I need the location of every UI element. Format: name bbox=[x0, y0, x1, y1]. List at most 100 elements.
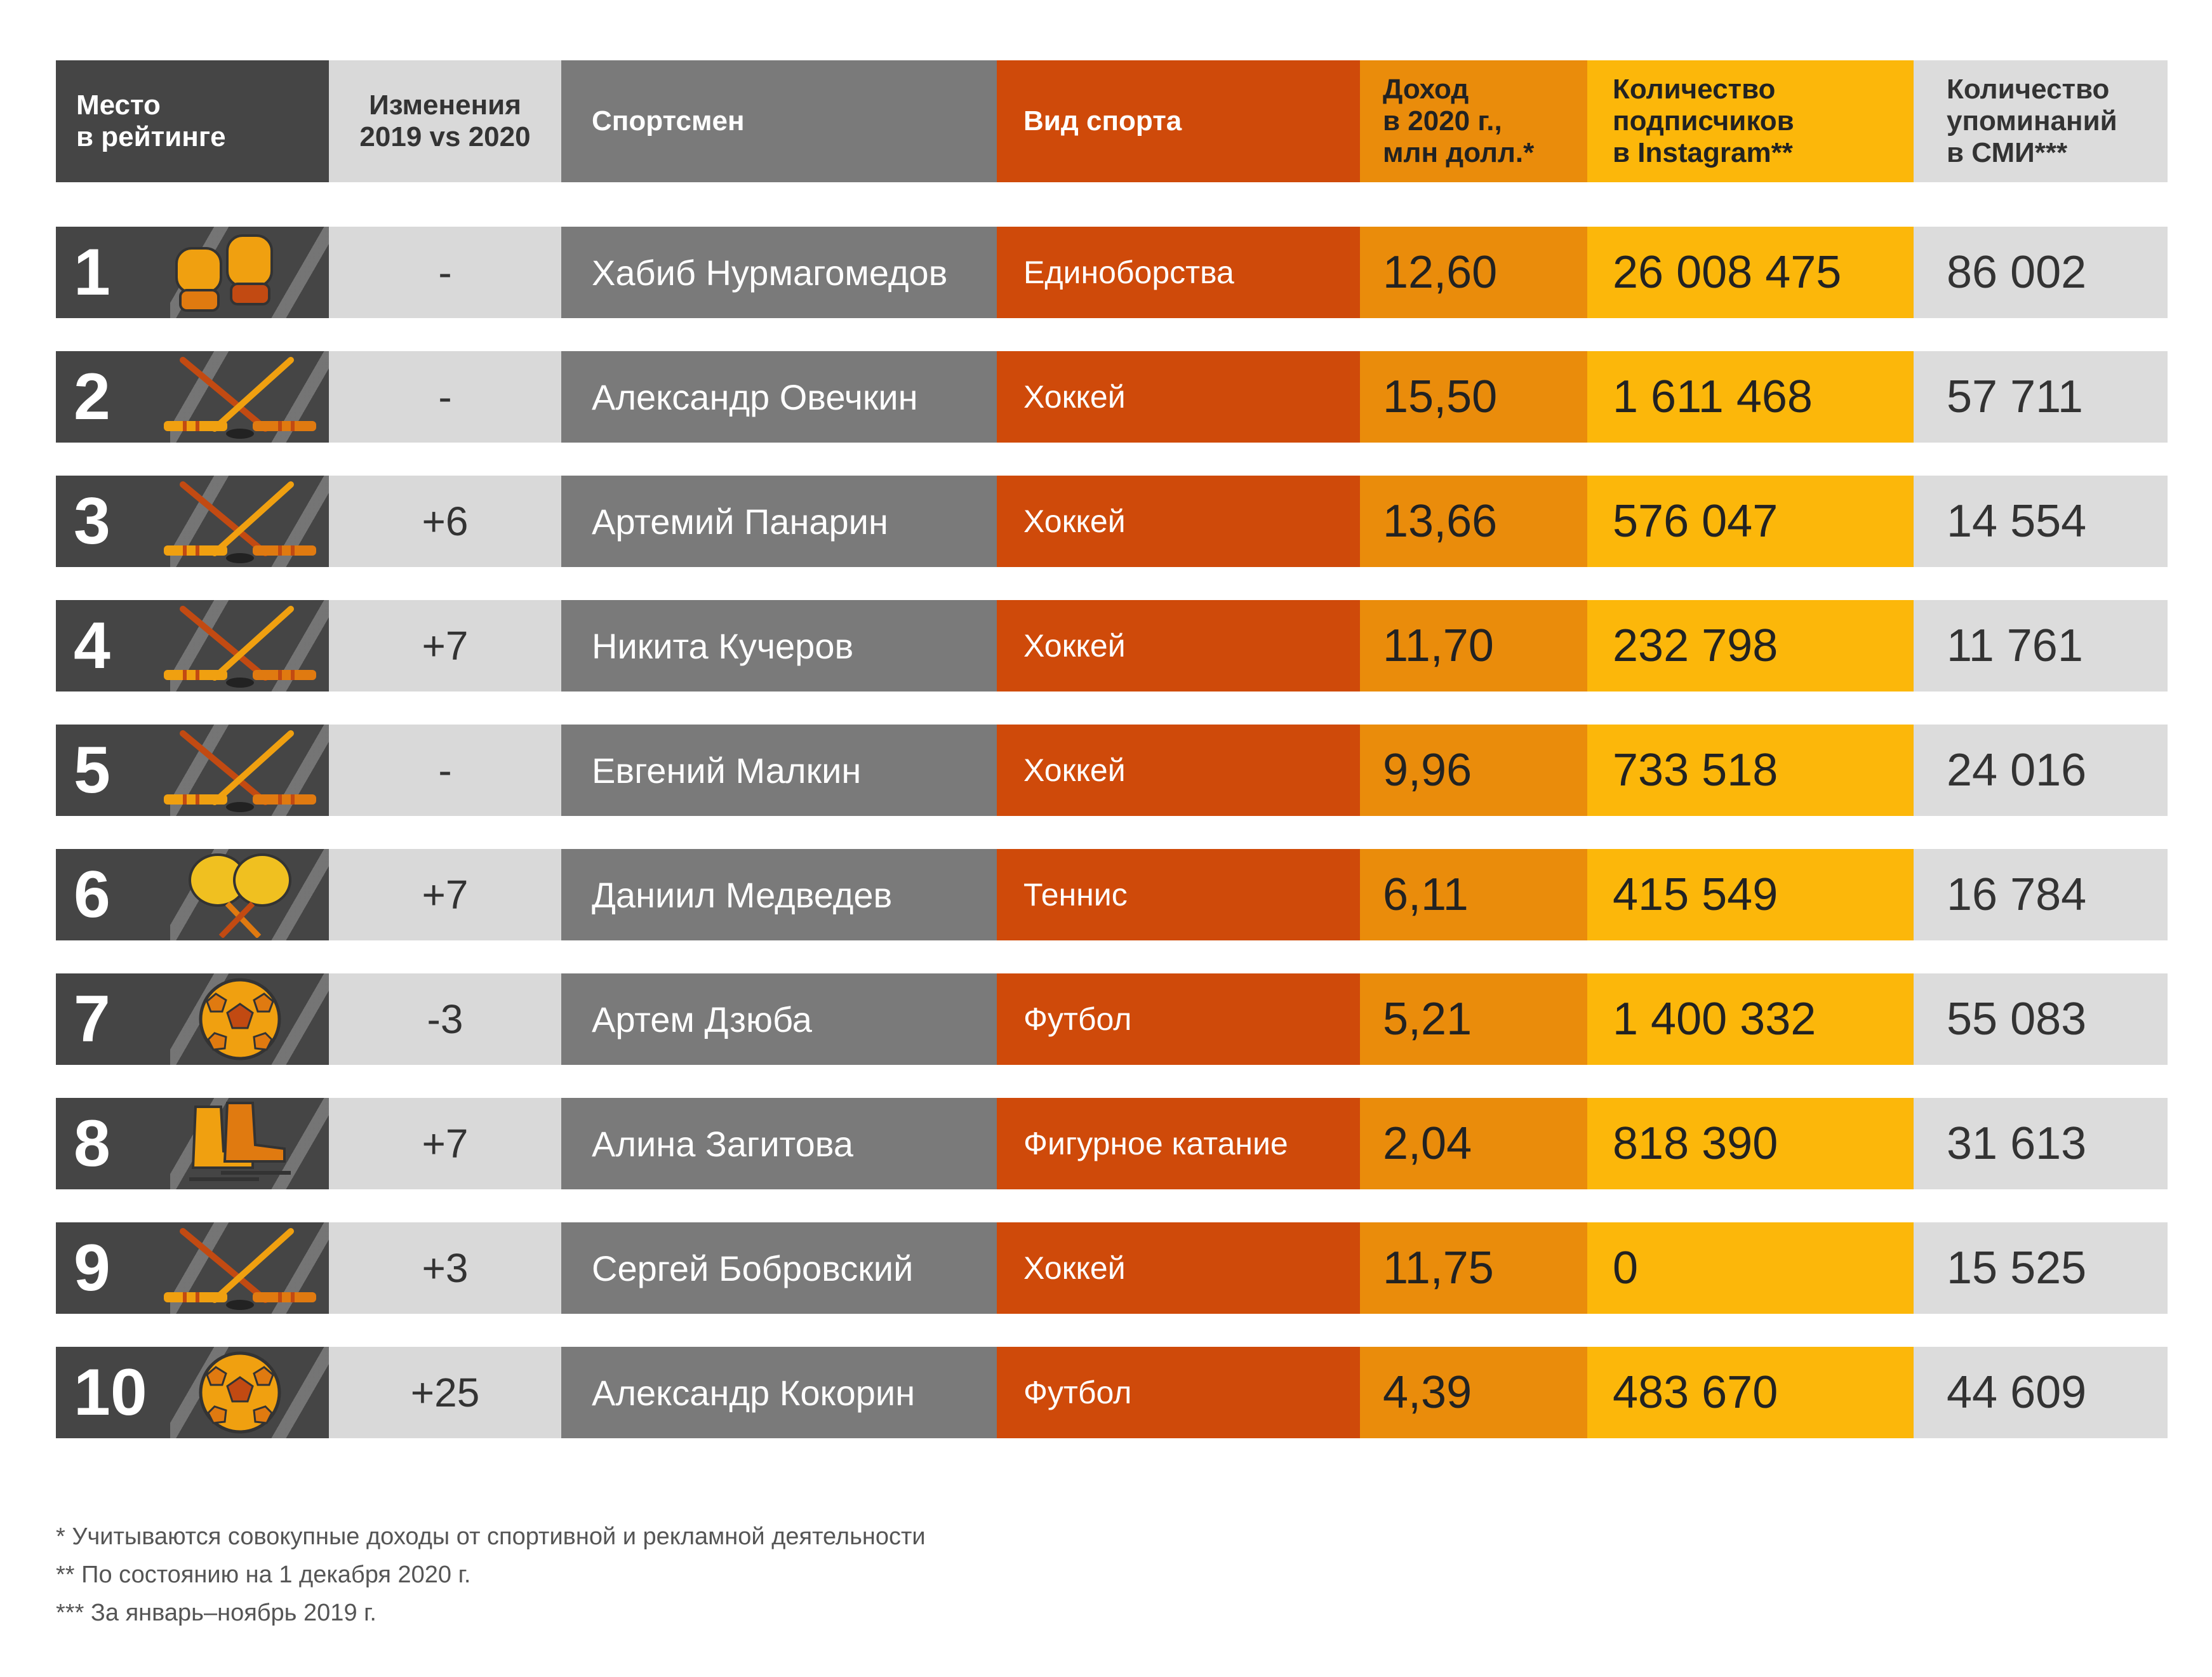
sport-cell: Хоккей bbox=[997, 600, 1360, 692]
athlete-cell: Евгений Малкин bbox=[561, 725, 997, 816]
hockey-icon bbox=[157, 727, 323, 813]
income-cell: 11,70 bbox=[1360, 600, 1587, 692]
athlete-cell: Артем Дзюба bbox=[561, 973, 997, 1065]
athlete-cell: Александр Овечкин bbox=[561, 351, 997, 443]
athlete-cell: Сергей Бобровский bbox=[561, 1222, 997, 1314]
sport-cell: Хоккей bbox=[997, 351, 1360, 443]
rank-cell: 2 bbox=[56, 351, 329, 443]
followers-cell: 818 390 bbox=[1587, 1098, 1914, 1189]
header-mentions: Количество упоминаний в СМИ*** bbox=[1914, 60, 2168, 182]
sport-cell: Фигурное катание bbox=[997, 1098, 1360, 1189]
rank-number: 4 bbox=[74, 608, 110, 683]
rank-cell: 9 bbox=[56, 1222, 329, 1314]
table-row: 4 +7 Никита Кучеров Хоккей 11,70 232 798 11 76… bbox=[56, 600, 2168, 692]
income-cell: 4,39 bbox=[1360, 1347, 1587, 1438]
rank-cell: 10 bbox=[56, 1347, 329, 1438]
rank-cell: 3 bbox=[56, 476, 329, 567]
mentions-cell: 14 554 bbox=[1914, 476, 2168, 567]
rank-number: 3 bbox=[74, 484, 110, 558]
footnote-followers: ** По состоянию на 1 декабря 2020 г. bbox=[56, 1561, 471, 1588]
sport-cell: Хоккей bbox=[997, 1222, 1360, 1314]
rank-number: 6 bbox=[74, 857, 110, 932]
followers-cell: 415 549 bbox=[1587, 849, 1914, 940]
table-row: 2 - Александр Овечкин Хоккей 15,50 1 611 468 5… bbox=[56, 351, 2168, 443]
athlete-cell: Артемий Панарин bbox=[561, 476, 997, 567]
mentions-cell: 44 609 bbox=[1914, 1347, 2168, 1438]
change-cell: - bbox=[329, 725, 561, 816]
table-row: 10 +25 Александр Кокорин Футбол 4,39 483 670 4… bbox=[56, 1347, 2168, 1438]
rank-number: 9 bbox=[74, 1231, 110, 1305]
mentions-cell: 86 002 bbox=[1914, 227, 2168, 318]
mentions-cell: 24 016 bbox=[1914, 725, 2168, 816]
mentions-cell: 31 613 bbox=[1914, 1098, 2168, 1189]
header-rank: Место в рейтинге bbox=[56, 60, 329, 182]
rank-number: 2 bbox=[74, 359, 110, 434]
rank-cell: 8 bbox=[56, 1098, 329, 1189]
change-cell: +3 bbox=[329, 1222, 561, 1314]
change-cell: +25 bbox=[329, 1347, 561, 1438]
sport-cell: Футбол bbox=[997, 1347, 1360, 1438]
followers-cell: 576 047 bbox=[1587, 476, 1914, 567]
followers-cell: 483 670 bbox=[1587, 1347, 1914, 1438]
table-row: 9 +3 Сергей Бобровский Хоккей 11,75 0 15 525 bbox=[56, 1222, 2168, 1314]
tennis-icon bbox=[157, 852, 323, 939]
header-change: Изменения 2019 vs 2020 bbox=[329, 60, 561, 182]
rank-cell: 5 bbox=[56, 725, 329, 816]
athlete-cell: Александр Кокорин bbox=[561, 1347, 997, 1438]
football-icon bbox=[157, 1349, 323, 1436]
skates-icon bbox=[157, 1100, 323, 1187]
income-cell: 11,75 bbox=[1360, 1222, 1587, 1314]
mentions-cell: 57 711 bbox=[1914, 351, 2168, 443]
income-cell: 5,21 bbox=[1360, 973, 1587, 1065]
footnote-income: * Учитываются совокупные доходы от спорт… bbox=[56, 1523, 926, 1550]
rank-cell: 7 bbox=[56, 973, 329, 1065]
followers-cell: 1 400 332 bbox=[1587, 973, 1914, 1065]
income-cell: 6,11 bbox=[1360, 849, 1587, 940]
footnotes: * Учитываются совокупные доходы от спорт… bbox=[56, 1518, 926, 1632]
ranking-table: Место в рейтинге Изменения 2019 vs 2020 … bbox=[56, 60, 2168, 1471]
sport-cell: Хоккей bbox=[997, 725, 1360, 816]
header-income: Доход в 2020 г., млн долл.* bbox=[1360, 60, 1587, 182]
rank-cell: 4 bbox=[56, 600, 329, 692]
footnote-mentions: *** За январь–ноябрь 2019 г. bbox=[56, 1600, 376, 1626]
rank-number: 1 bbox=[74, 235, 110, 309]
rank-number: 7 bbox=[74, 982, 110, 1056]
change-cell: +7 bbox=[329, 1098, 561, 1189]
header-athlete: Спортсмен bbox=[561, 60, 997, 182]
table-row: 7 -3 Артем Дзюба Футбол 5,21 1 400 332 55 083 bbox=[56, 973, 2168, 1065]
athlete-cell: Алина Загитова bbox=[561, 1098, 997, 1189]
change-cell: +7 bbox=[329, 600, 561, 692]
followers-cell: 232 798 bbox=[1587, 600, 1914, 692]
mentions-cell: 15 525 bbox=[1914, 1222, 2168, 1314]
hockey-icon bbox=[157, 478, 323, 565]
rank-cell: 6 bbox=[56, 849, 329, 940]
sport-cell: Футбол bbox=[997, 973, 1360, 1065]
rank-number: 10 bbox=[74, 1355, 147, 1429]
change-cell: +7 bbox=[329, 849, 561, 940]
hockey-icon bbox=[157, 1225, 323, 1311]
athlete-cell: Хабиб Нурмагомедов bbox=[561, 227, 997, 318]
mentions-cell: 16 784 bbox=[1914, 849, 2168, 940]
change-cell: - bbox=[329, 227, 561, 318]
gloves-icon bbox=[157, 229, 323, 316]
athlete-cell: Никита Кучеров bbox=[561, 600, 997, 692]
followers-cell: 733 518 bbox=[1587, 725, 1914, 816]
sport-cell: Теннис bbox=[997, 849, 1360, 940]
table-row: 3 +6 Артемий Панарин Хоккей 13,66 576 047 14 5… bbox=[56, 476, 2168, 567]
header-sport: Вид спорта bbox=[997, 60, 1360, 182]
rank-cell: 1 bbox=[56, 227, 329, 318]
table-row: 6 +7 Даниил Медведев Теннис 6,11 415 549 16 78… bbox=[56, 849, 2168, 940]
athlete-cell: Даниил Медведев bbox=[561, 849, 997, 940]
income-cell: 9,96 bbox=[1360, 725, 1587, 816]
rank-number: 5 bbox=[74, 733, 110, 807]
sport-cell: Хоккей bbox=[997, 476, 1360, 567]
table-header: Место в рейтинге Изменения 2019 vs 2020 … bbox=[56, 60, 2168, 182]
table-row: 5 - Евгений Малкин Хоккей 9,96 733 518 24 016 bbox=[56, 725, 2168, 816]
followers-cell: 26 008 475 bbox=[1587, 227, 1914, 318]
table-row: 1 - Хабиб Нурмагомедов Единоборства 12,60 26 … bbox=[56, 227, 2168, 318]
sport-cell: Единоборства bbox=[997, 227, 1360, 318]
change-cell: - bbox=[329, 351, 561, 443]
followers-cell: 0 bbox=[1587, 1222, 1914, 1314]
change-cell: -3 bbox=[329, 973, 561, 1065]
table-row: 8 +7 Алина Загитова Фигурное катание 2,04 818… bbox=[56, 1098, 2168, 1189]
